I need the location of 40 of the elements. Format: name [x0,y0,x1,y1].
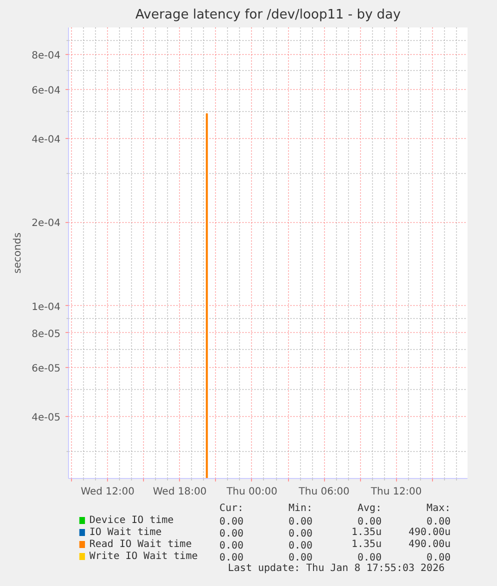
text: 0.00 [288,516,313,528]
y-tick-label: 8e-05 [32,328,61,340]
text: 0.00 [426,552,451,564]
y-tick-label: 1e-04 [32,302,61,313]
text: Max: [426,503,451,514]
text: 0.00 [219,552,244,564]
y-tick-label: 6e-04 [32,85,61,96]
legend-label: IO Wait time [89,527,162,538]
x-tick-label: Thu 12:00 [370,486,422,498]
x-tick-label: Wed 12:00 [80,486,135,498]
text: 1.35u [351,527,382,538]
text: 0.00 [358,552,382,564]
text: 0.00 [358,516,382,528]
text: 0.00 [288,552,313,564]
text: Cur: [219,503,244,514]
text: 0.00 [219,516,244,528]
legend-label: Write IO Wait time [89,551,198,562]
text: 0.00 [219,528,244,540]
legend-label: Device IO time [89,515,174,526]
y-tick-label: 4e-05 [32,412,61,424]
text: 0.00 [426,516,451,528]
text: Min: [288,503,313,514]
x-tick-label: Thu 00:00 [226,486,278,498]
text: 0.00 [288,528,313,540]
text: 490.00u [408,527,451,538]
y-tick-label: 6e-05 [32,364,61,375]
text: 0.00 [219,540,244,552]
chart-title: Average latency for /dev/loop11 - by day [135,8,401,22]
text: 1.35u [351,539,382,550]
text: 490.00u [408,539,451,550]
x-tick-label: Thu 06:00 [298,486,350,498]
y-tick-label: 2e-04 [32,218,61,230]
x-tick-label: Wed 18:00 [152,486,207,498]
y-tick-label: 4e-04 [32,134,61,146]
y-axis-title: seconds [12,232,24,274]
legend-label: Read IO Wait time [89,539,192,550]
text: Last update: Thu Jan 8 17:55:03 2026 [228,563,445,574]
text: Avg: [358,503,382,514]
text: 0.00 [288,540,313,552]
y-tick-label: 8e-04 [32,50,61,62]
